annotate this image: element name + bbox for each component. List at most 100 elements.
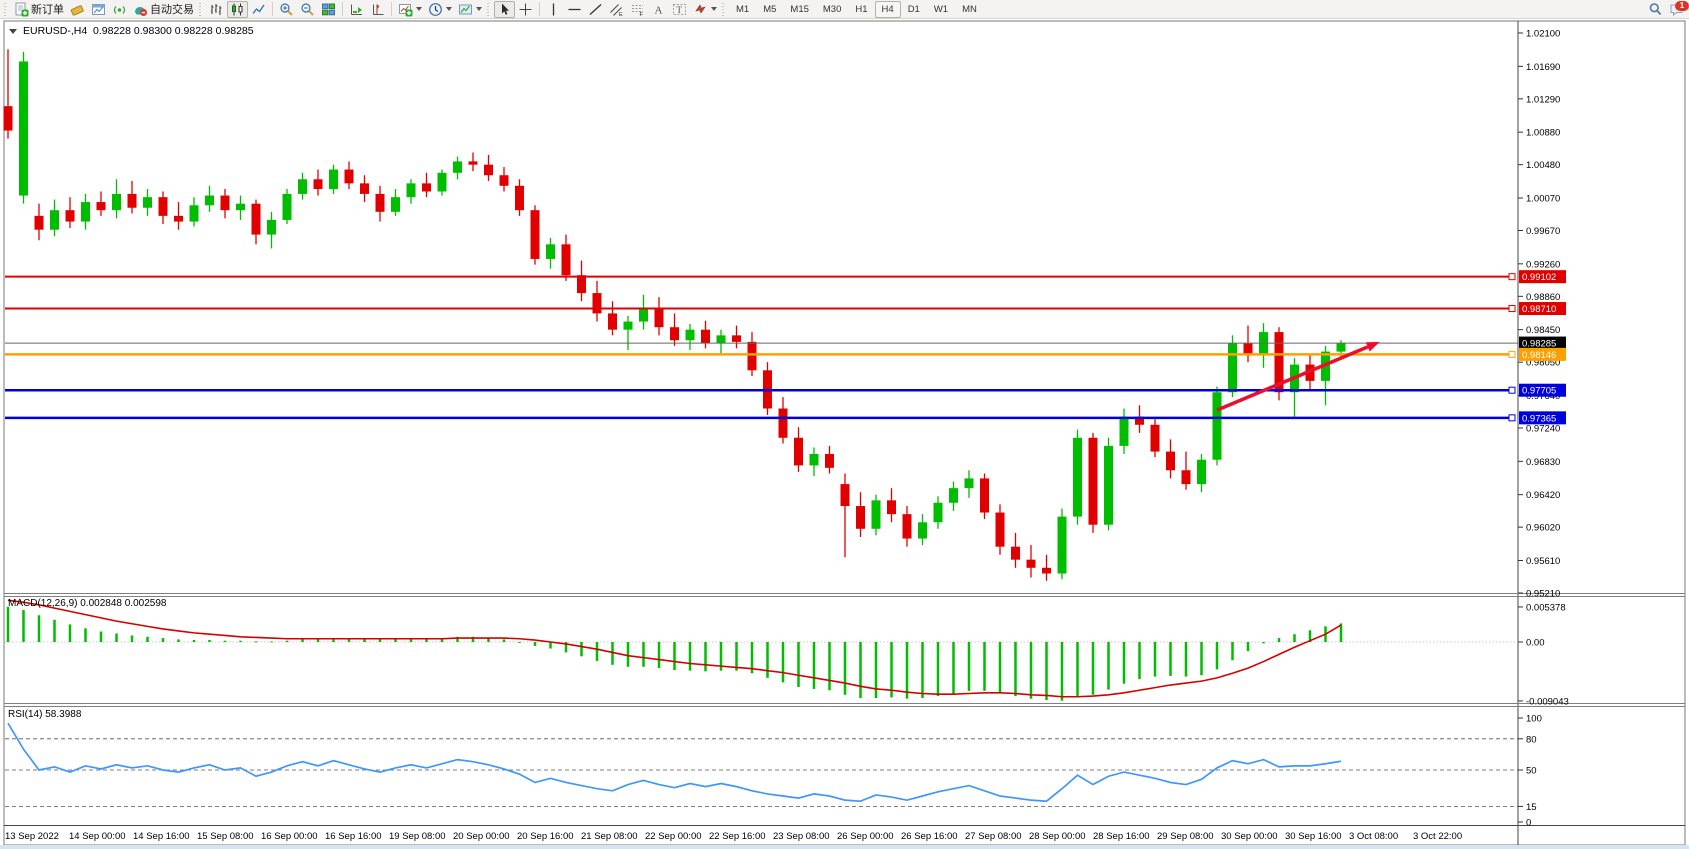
fibonacci-button[interactable]: F: [627, 1, 648, 18]
toolbar-drag-handle[interactable]: [487, 2, 492, 16]
zoom-out-icon: [300, 2, 315, 17]
svg-text:19 Sep 08:00: 19 Sep 08:00: [389, 831, 446, 842]
toolbar-drag-handle[interactable]: [4, 2, 9, 16]
macd-pane: 0.005378 0.00 -0.009043: [5, 599, 1569, 707]
horizontal-line-button[interactable]: [564, 1, 585, 18]
crosshair-button[interactable]: [515, 1, 536, 18]
rsi-line: [7, 722, 1342, 803]
cursor-button[interactable]: [494, 0, 515, 18]
macd-name: MACD(12,26,9): [8, 598, 78, 609]
new-order-icon: [14, 2, 29, 17]
new-order-button[interactable]: 新订单: [11, 1, 67, 18]
tile-windows-icon: [321, 2, 336, 17]
svg-text:1.01290: 1.01290: [1526, 94, 1560, 105]
chart-shift-icon: [370, 2, 385, 17]
vertical-line-icon: [546, 2, 561, 17]
equidistant-channel-icon: E: [609, 2, 624, 18]
chart-ohlc-values: 0.98228 0.98300 0.98228 0.98285: [93, 25, 254, 37]
svg-text:21 Sep 08:00: 21 Sep 08:00: [581, 831, 638, 842]
price-axis[interactable]: 1.02100 1.01690 1.01290 1.00880 1.00480 1.000…: [1518, 29, 1560, 600]
eraser-button[interactable]: [67, 1, 88, 18]
templates-dropdown[interactable]: [455, 1, 485, 18]
timeframe-group: M1 M5 M15 M30 H1 H4 D1 W1 MN: [729, 0, 984, 18]
svg-text:100: 100: [1526, 714, 1542, 725]
timeframe-m15[interactable]: M15: [783, 1, 815, 18]
macd-values: 0.002848 0.002598: [80, 598, 167, 609]
periods-dropdown[interactable]: [425, 1, 455, 18]
svg-text:29 Sep 08:00: 29 Sep 08:00: [1157, 831, 1214, 842]
charts-window-button[interactable]: [88, 1, 109, 18]
signal-button[interactable]: [109, 1, 130, 18]
svg-text:0: 0: [1526, 818, 1531, 829]
chart-title-bar[interactable]: EURUSD-,H4 0.98228 0.98300 0.98228 0.982…: [9, 25, 254, 37]
chevron-down-icon: [476, 7, 482, 11]
svg-text:T: T: [677, 5, 683, 15]
svg-text:14 Sep 00:00: 14 Sep 00:00: [69, 831, 126, 842]
chevron-down-icon: [446, 7, 452, 11]
fibonacci-icon: F: [630, 2, 645, 18]
svg-text:0.00: 0.00: [1526, 638, 1545, 649]
zoom-in-button[interactable]: [276, 1, 297, 18]
candles: [3, 49, 1346, 581]
horizontal-line-icon: [567, 2, 582, 17]
bar-chart-button[interactable]: [206, 1, 227, 18]
horizontal-line-object-0.98146[interactable]: [5, 350, 1516, 358]
indicators-dropdown[interactable]: [395, 1, 425, 18]
timeframe-d1[interactable]: D1: [901, 1, 927, 18]
horizontal-line-object-0.97705[interactable]: [5, 386, 1516, 394]
candlestick-chart-icon: [230, 2, 245, 17]
chevron-down-icon: [416, 7, 422, 11]
candlestick-chart-button[interactable]: [227, 0, 248, 18]
svg-text:1.00480: 1.00480: [1526, 160, 1560, 171]
notifications-button[interactable]: 1: [1666, 0, 1689, 18]
svg-text:0.99670: 0.99670: [1526, 226, 1560, 237]
toolbar-drag-handle[interactable]: [199, 2, 204, 16]
arrows-dropdown[interactable]: [690, 1, 720, 18]
vertical-line-button[interactable]: [543, 1, 564, 18]
date-axis[interactable]: 13 Sep 2022 14 Sep 00:00 14 Sep 16:00 15 Se…: [5, 831, 1462, 842]
notification-badge: 1: [1675, 0, 1689, 11]
svg-text:0.98860: 0.98860: [1526, 292, 1560, 303]
horizontal-line-object-0.98710[interactable]: [5, 305, 1516, 313]
svg-text:80: 80: [1526, 734, 1537, 745]
svg-text:0.97240: 0.97240: [1526, 424, 1560, 435]
tile-windows-button[interactable]: [318, 1, 339, 18]
timeframe-m1[interactable]: M1: [729, 1, 756, 18]
line-chart-button[interactable]: [248, 1, 269, 18]
collapse-chart-icon[interactable]: [9, 28, 17, 34]
svg-text:15 Sep 08:00: 15 Sep 08:00: [197, 831, 254, 842]
timeframe-m30[interactable]: M30: [816, 1, 848, 18]
toolbar-drag-handle[interactable]: [722, 2, 727, 16]
svg-text:0.98285: 0.98285: [1522, 339, 1556, 350]
timeframe-m5[interactable]: M5: [756, 1, 783, 18]
trendline-button[interactable]: [585, 1, 606, 18]
equidistant-channel-button[interactable]: E: [606, 1, 627, 18]
text-label-icon: T: [672, 2, 687, 17]
trend-arrow-object[interactable]: [1216, 341, 1380, 412]
svg-text:3 Oct 08:00: 3 Oct 08:00: [1349, 831, 1398, 842]
svg-text:3 Oct 22:00: 3 Oct 22:00: [1413, 831, 1462, 842]
autotrading-button[interactable]: 自动交易: [130, 1, 197, 18]
timeframe-w1[interactable]: W1: [927, 1, 955, 18]
horizontal-line-object-0.99102[interactable]: [5, 273, 1516, 281]
auto-scroll-button[interactable]: [346, 1, 367, 18]
svg-text:23 Sep 08:00: 23 Sep 08:00: [773, 831, 830, 842]
text-button[interactable]: A: [648, 1, 669, 18]
rsi-indicator-label: RSI(14) 58.3988: [8, 709, 81, 720]
zoom-out-button[interactable]: [297, 1, 318, 18]
svg-text:22 Sep 16:00: 22 Sep 16:00: [709, 831, 766, 842]
clock-icon: [428, 2, 443, 17]
search-button[interactable]: [1645, 1, 1666, 18]
timeframe-mn[interactable]: MN: [955, 1, 984, 18]
chart-shift-button[interactable]: [367, 1, 388, 18]
text-label-button[interactable]: T: [669, 1, 690, 18]
main-toolbar: 新订单 自动交易 E F A T M1 M5 M15 M30 H1 H4 D1 W1 MN 1: [0, 0, 1689, 19]
svg-text:0.005378: 0.005378: [1526, 602, 1566, 613]
svg-text:50: 50: [1526, 766, 1537, 777]
timeframe-h4[interactable]: H4: [874, 0, 901, 18]
horizontal-line-object-0.97365[interactable]: [5, 414, 1516, 422]
charts-window-icon: [91, 2, 106, 17]
timeframe-h1[interactable]: H1: [848, 1, 874, 18]
